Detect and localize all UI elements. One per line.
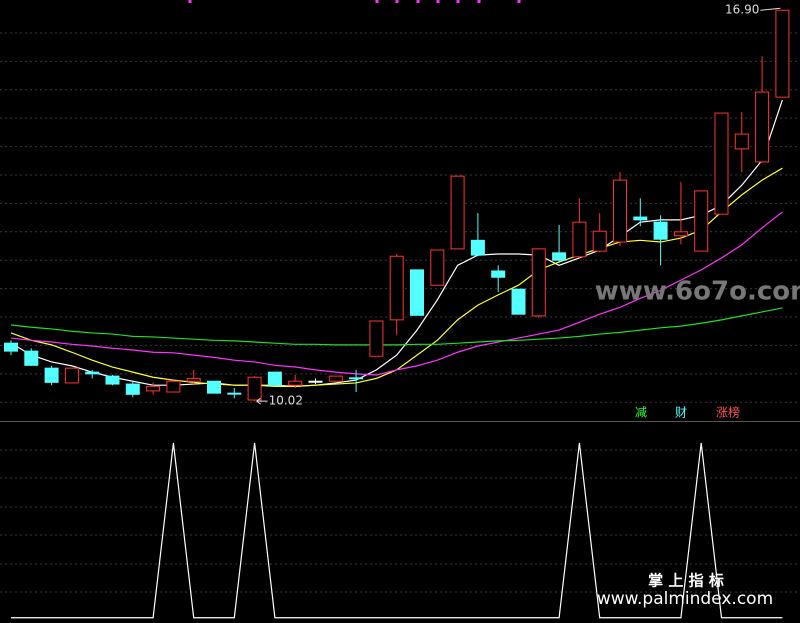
candle-body	[511, 288, 526, 315]
annotation-arrow	[760, 7, 781, 11]
candle-body	[64, 367, 79, 384]
candle-body	[755, 91, 770, 163]
candle-body	[734, 133, 749, 150]
candle-body	[44, 367, 59, 383]
candle-body	[349, 377, 364, 380]
candle-body	[552, 252, 567, 261]
candle-body	[653, 221, 668, 240]
candle-body	[146, 385, 161, 392]
candle-body	[227, 392, 242, 395]
candle-body	[694, 190, 709, 252]
candle-body	[288, 380, 303, 386]
annotation: 16.90	[725, 3, 759, 17]
line-series	[11, 442, 783, 619]
top-marks	[188, 0, 521, 3]
candle-body	[247, 376, 262, 401]
candle-body	[85, 371, 100, 375]
candle-body	[450, 175, 465, 250]
legend-entry: 涨榜	[716, 405, 740, 420]
annotation-arrowhead	[256, 397, 261, 405]
line-series	[10, 99, 783, 387]
candle-body	[470, 239, 485, 256]
candle-body	[633, 216, 648, 221]
line-series	[10, 307, 783, 346]
watermark-title: 掌 上 指 标	[648, 572, 724, 590]
candle-body	[24, 350, 39, 366]
candle-body	[267, 371, 282, 386]
candle-body	[430, 249, 445, 286]
candle-body	[775, 9, 790, 98]
legend-entry: 减	[635, 406, 647, 420]
candle-body	[4, 342, 18, 352]
lower-grid	[0, 449, 800, 593]
annotation: 10.02	[269, 394, 303, 408]
line-series	[10, 211, 783, 376]
candle-body	[369, 320, 384, 357]
candle-body	[328, 375, 343, 382]
candle-body	[531, 248, 546, 317]
candle-body	[186, 377, 201, 382]
candle-body	[125, 383, 140, 395]
candle-body	[613, 179, 627, 243]
candle-body	[491, 270, 506, 278]
candle-body	[166, 380, 181, 393]
candle-body	[389, 255, 404, 321]
legend-entry: 财	[675, 406, 687, 420]
candle-body	[207, 380, 221, 394]
candle-body	[592, 230, 607, 252]
candle-body	[105, 375, 120, 385]
watermark: www.6o7o.com	[595, 277, 800, 307]
candle-body	[572, 221, 587, 258]
watermark-url: www.palmindex.com	[597, 589, 773, 609]
candle-body	[410, 269, 424, 316]
candle-body	[714, 112, 729, 215]
candle-body	[673, 231, 688, 237]
candle-body	[308, 380, 323, 383]
